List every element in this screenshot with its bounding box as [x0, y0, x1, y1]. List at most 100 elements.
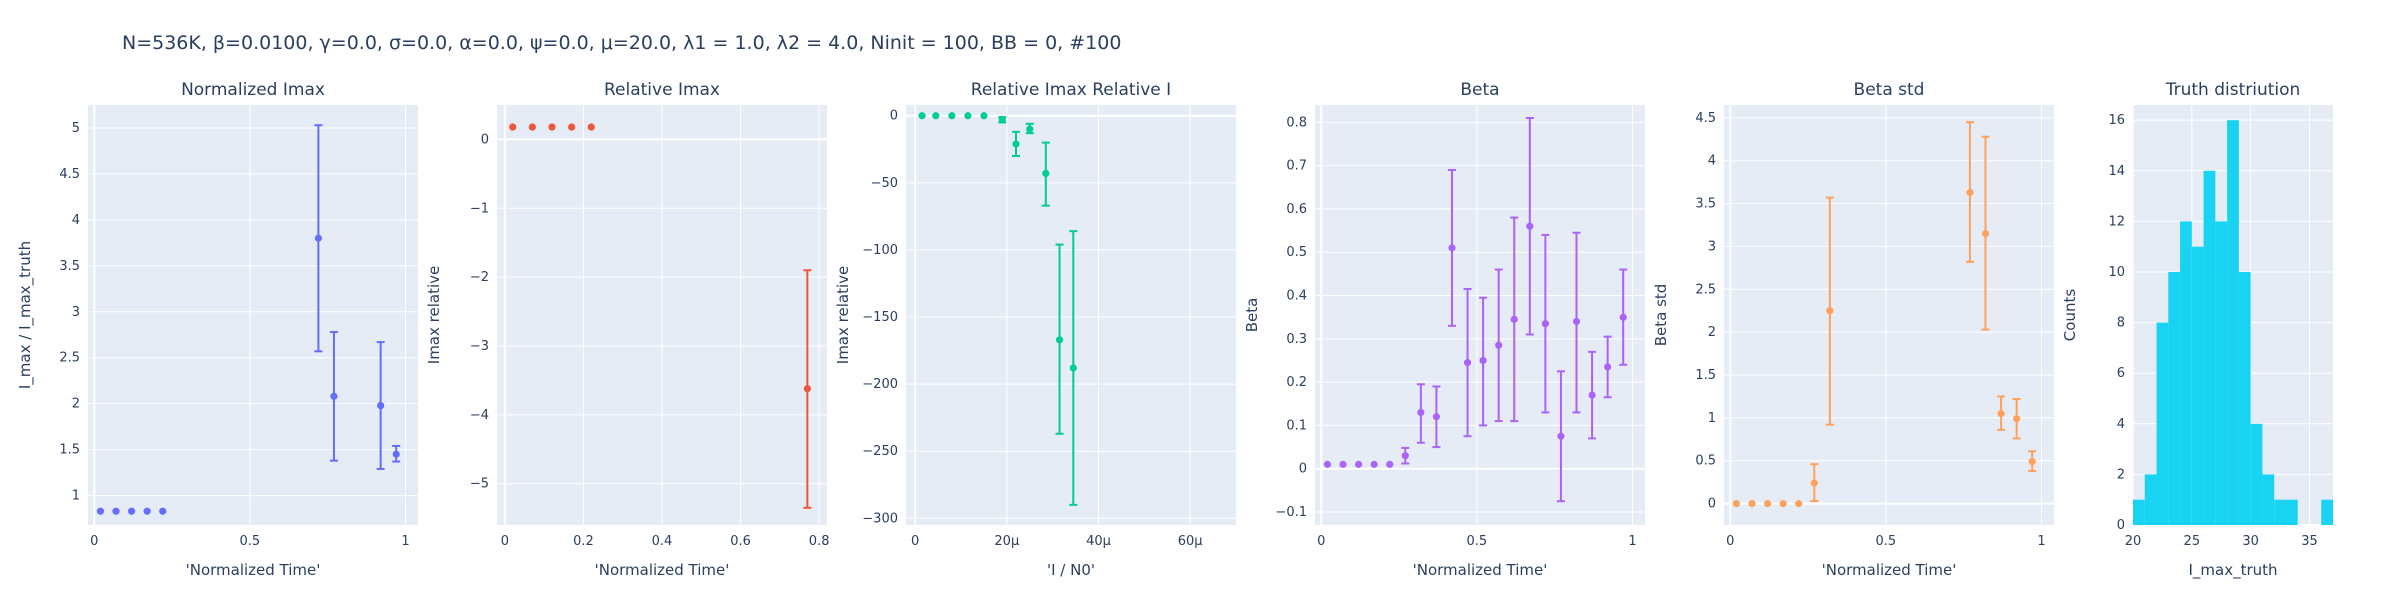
data-point — [509, 123, 517, 131]
subplot-3: 0 −50 −100 −150 −200 −250 −300 0 20μ 40μ 60μ Relati… — [834, 80, 1236, 579]
x-tick-label: 1 — [2037, 534, 2045, 549]
histogram-bar — [2227, 120, 2239, 525]
data-point — [1779, 499, 1787, 508]
y-axis-label: Counts — [2061, 289, 2079, 342]
y-tick-label: −4 — [470, 408, 489, 423]
y-tick-label: 4 — [72, 213, 80, 228]
y-tick-label: 0.3 — [1286, 332, 1307, 347]
subplot-title: Relative Imax Relative I — [971, 80, 1171, 100]
y-tick-label: −300 — [862, 511, 898, 526]
y-tick-label: 1 — [72, 489, 80, 504]
y-tick-label: 1.5 — [1695, 368, 1716, 383]
data-point — [1401, 452, 1409, 460]
x-axis-label: 'I / N0' — [1047, 561, 1095, 579]
y-tick-label: −5 — [470, 477, 489, 492]
data-point — [2028, 457, 2036, 466]
y-axis-label: I_max / I_max_truth — [16, 241, 35, 389]
histogram-bar — [2274, 499, 2286, 525]
y-tick-label: 0.4 — [1286, 289, 1307, 304]
x-tick-label: 60μ — [1178, 534, 1203, 549]
data-point — [1495, 341, 1503, 349]
data-point — [1417, 408, 1425, 417]
x-tick-label: 0.4 — [652, 534, 673, 549]
data-point — [1557, 432, 1565, 440]
data-point — [932, 112, 940, 120]
data-point — [2013, 415, 2021, 423]
x-tick-label: 0.2 — [573, 534, 594, 549]
data-point — [1448, 244, 1456, 252]
data-point — [1826, 307, 1834, 315]
y-tick-label: 4 — [2117, 417, 2125, 432]
y-axis-label: Imax relative — [834, 266, 852, 364]
histogram-bar — [2144, 474, 2157, 525]
y-tick-label: −200 — [862, 377, 898, 392]
x-tick-label: 0 — [1726, 534, 1734, 549]
y-tick-label: 0.1 — [1286, 418, 1307, 433]
data-point — [1463, 359, 1472, 367]
x-tick-label: 30 — [2242, 534, 2259, 549]
y-tick-label: 14 — [2108, 164, 2125, 179]
x-axis-label: I_max_truth — [2188, 561, 2277, 580]
x-tick-label: 0.5 — [1876, 534, 1897, 549]
y-tick-label: 4.5 — [1695, 111, 1716, 126]
x-tick-label: 0.8 — [809, 534, 830, 549]
y-tick-label: 0 — [1299, 462, 1307, 477]
x-axis-label: 'Normalized Time' — [1413, 561, 1548, 579]
y-tick-label: −1 — [470, 201, 489, 216]
y-tick-label: 0.6 — [1286, 202, 1307, 217]
y-tick-label: 1.5 — [59, 443, 80, 458]
y-tick-label: 4 — [1708, 154, 1716, 169]
data-point — [1069, 364, 1077, 372]
histogram-bar — [2180, 221, 2192, 525]
data-point — [1479, 356, 1487, 365]
histogram-bar — [2133, 499, 2145, 525]
data-point — [1604, 363, 1612, 371]
data-point — [1748, 499, 1756, 508]
y-tick-label: 0.2 — [1286, 375, 1307, 390]
y-tick-label: 16 — [2108, 113, 2125, 128]
y-tick-label: −100 — [862, 243, 898, 258]
plot-background — [88, 105, 418, 525]
y-tick-label: −150 — [862, 310, 898, 325]
subplot-title: Beta std — [1854, 80, 1925, 100]
y-tick-label: 3.5 — [59, 259, 80, 274]
data-point — [1810, 479, 1818, 487]
data-point — [803, 385, 811, 393]
y-tick-label: 0 — [1708, 497, 1716, 512]
data-point — [918, 112, 926, 120]
data-point — [1510, 315, 1518, 323]
histogram-bar — [2238, 271, 2251, 525]
x-tick-label: 0 — [1317, 534, 1325, 549]
y-tick-label: 2 — [2117, 467, 2125, 482]
y-tick-label: −50 — [871, 176, 898, 191]
data-point — [159, 507, 167, 515]
data-point — [1795, 499, 1803, 508]
data-point — [1370, 460, 1378, 468]
data-point — [1026, 125, 1034, 133]
y-tick-label: −2 — [470, 270, 489, 285]
data-point — [1763, 499, 1772, 508]
data-point — [330, 392, 338, 400]
data-point — [528, 123, 536, 131]
y-tick-label: 0 — [2117, 518, 2125, 533]
histogram-bar — [2203, 170, 2216, 525]
data-point — [548, 123, 556, 131]
data-point — [143, 507, 151, 515]
x-axis-label: 'Normalized Time' — [186, 561, 321, 579]
y-tick-label: −250 — [862, 444, 898, 459]
data-point — [1055, 336, 1064, 344]
y-tick-label: 3 — [72, 305, 80, 320]
data-point — [127, 507, 136, 515]
x-tick-label: 35 — [2301, 534, 2318, 549]
data-point — [1619, 313, 1627, 321]
histogram-bar — [2250, 423, 2263, 525]
y-tick-label: 2 — [72, 397, 80, 412]
data-point — [1997, 409, 2005, 418]
data-point — [980, 112, 988, 120]
histogram-bar — [2156, 322, 2169, 525]
y-tick-label: 1 — [1708, 411, 1716, 426]
y-axis-label: Beta std — [1652, 284, 1670, 347]
subplot-title: Normalized Imax — [181, 80, 325, 100]
data-point — [1354, 460, 1363, 468]
data-point — [96, 507, 105, 515]
